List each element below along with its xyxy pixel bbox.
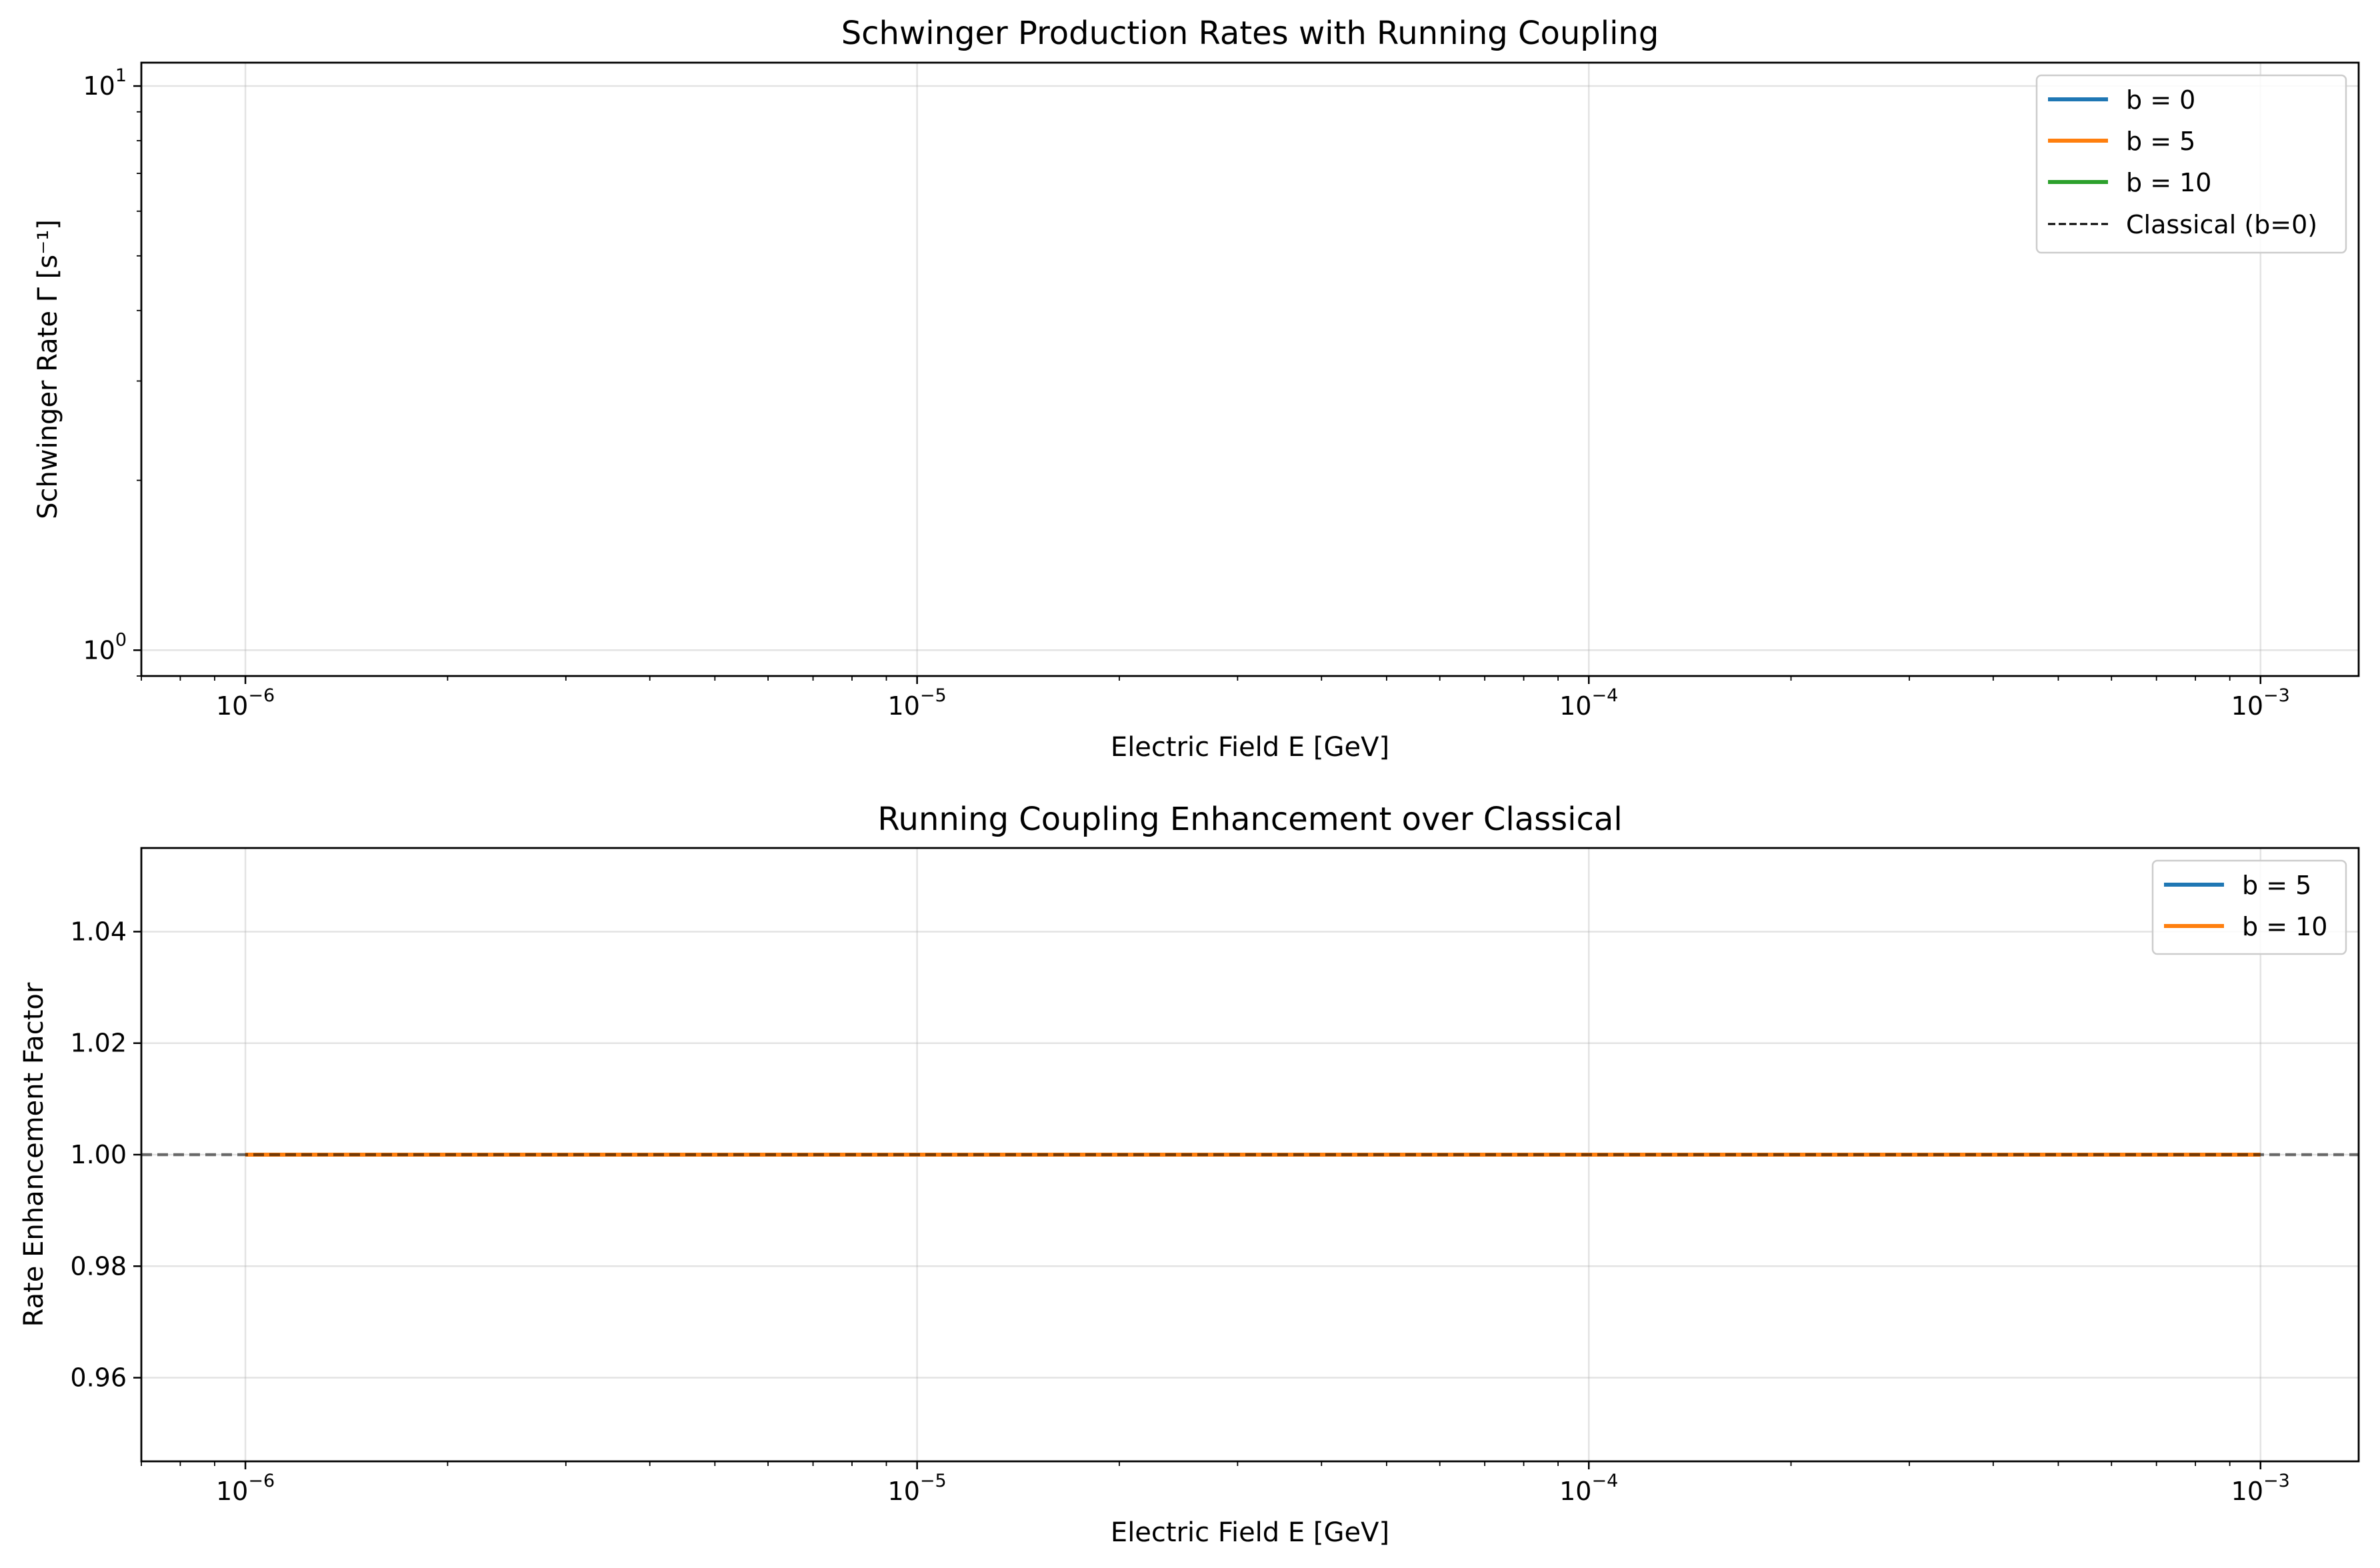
rates-x-ticks: 10−6 10−5 10−4 10−3: [216, 676, 2290, 721]
legend-label-b10: b = 10: [2126, 168, 2211, 197]
legend-item-b0: b = 0: [2048, 85, 2195, 115]
rates-ytick-label-0: 100: [83, 629, 127, 665]
rates-legend-box: [2035, 74, 2347, 254]
rates-legend: b = 0 b = 5 b = 10 Classical (b=0): [2035, 74, 2347, 254]
enhancement-legend: b = 5 b = 10: [2151, 859, 2347, 955]
rates-xtick-label-2: 10−4: [1559, 685, 1618, 721]
enhancement-panel: Running Coupling Enhancement over Classi…: [19, 801, 2360, 1548]
legend-label-b5: b = 5: [2126, 127, 2195, 156]
enhancement-xtick-label-1: 10−5: [888, 1471, 947, 1506]
enhancement-xtick-label-2: 10−4: [1559, 1471, 1618, 1506]
enhancement-xtick-label-0: 10−6: [216, 1471, 275, 1506]
legend-label-enh-b10: b = 10: [2242, 912, 2327, 941]
rates-ytick-label-1: 101: [83, 65, 127, 101]
enhancement-ytick-label-2: 1.00: [70, 1140, 127, 1169]
enhancement-xlabel: Electric Field E [GeV]: [1111, 1517, 1389, 1548]
rates-ylabel: Schwinger Rate Γ [s⁻¹]: [33, 219, 63, 519]
legend-item-classical: Classical (b=0): [2048, 210, 2317, 239]
legend-item-enh-b5: b = 5: [2164, 871, 2311, 900]
legend-item-enh-b10: b = 10: [2164, 912, 2327, 941]
legend-label-classical: Classical (b=0): [2126, 210, 2317, 239]
enhancement-xtick-label-3: 10−3: [2231, 1471, 2290, 1506]
legend-label-enh-b5: b = 5: [2242, 871, 2311, 900]
legend-item-b5: b = 5: [2048, 127, 2195, 156]
enhancement-axes-frame: [140, 847, 2360, 1463]
enhancement-ytick-label-0: 0.96: [70, 1363, 127, 1393]
enhancement-title: Running Coupling Enhancement over Classi…: [877, 801, 1622, 838]
rates-xtick-label-1: 10−5: [888, 685, 947, 721]
legend-item-b10: b = 10: [2048, 168, 2211, 197]
rates-y-ticks: 100 101: [83, 65, 141, 665]
enhancement-y-ticks: 0.96 0.98 1.00 1.02 1.04: [70, 917, 141, 1393]
enhancement-ytick-label-3: 1.02: [70, 1029, 127, 1058]
enhancement-ytick-label-1: 0.98: [70, 1251, 127, 1281]
enhancement-ytick-label-4: 1.04: [70, 917, 127, 946]
rates-panel: Schwinger Production Rates with Running …: [33, 15, 2360, 763]
enhancement-x-ticks: 10−6 10−5 10−4 10−3: [216, 1461, 2290, 1506]
rates-xtick-label-3: 10−3: [2231, 685, 2290, 721]
rates-xlabel: Electric Field E [GeV]: [1111, 732, 1389, 763]
rates-xtick-label-0: 10−6: [216, 685, 275, 721]
legend-label-b0: b = 0: [2126, 85, 2195, 115]
rates-title: Schwinger Production Rates with Running …: [841, 15, 1659, 52]
rates-axes-frame: [140, 61, 2360, 677]
enhancement-ylabel: Rate Enhancement Factor: [19, 982, 49, 1327]
